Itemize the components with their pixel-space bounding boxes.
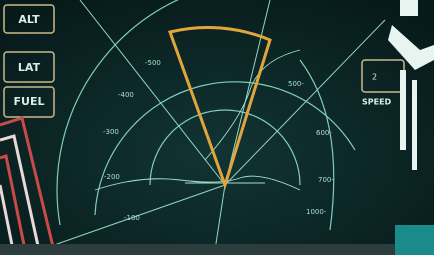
range-label: 500- bbox=[288, 80, 304, 88]
range-label: 1000- bbox=[306, 208, 327, 216]
bezel bbox=[0, 244, 434, 255]
panel-piece bbox=[400, 0, 418, 16]
range-label: 600- bbox=[316, 129, 332, 137]
panel-piece bbox=[412, 80, 417, 170]
speed-label: SPEED bbox=[362, 98, 392, 107]
range-label: -400 bbox=[118, 91, 134, 99]
bezel-corner bbox=[395, 225, 434, 255]
button-label[interactable]: LAT bbox=[18, 61, 41, 74]
radar-display: ALT LAT FUEL 2 SPEED -500 -400 -300 -200… bbox=[0, 0, 434, 255]
range-label: -100 bbox=[124, 214, 140, 222]
page: ALT LAT FUEL 2 SPEED -500 -400 -300 -200… bbox=[0, 0, 434, 255]
speed-value: 2 bbox=[372, 73, 377, 82]
range-label: -500 bbox=[145, 59, 161, 67]
range-label: -200 bbox=[104, 173, 120, 181]
range-label: -300 bbox=[103, 128, 119, 136]
button-label[interactable]: FUEL bbox=[14, 95, 45, 108]
screen bbox=[0, 0, 434, 255]
range-label: 700- bbox=[318, 176, 334, 184]
panel-piece bbox=[400, 70, 406, 150]
button-label[interactable]: ALT bbox=[18, 13, 40, 26]
